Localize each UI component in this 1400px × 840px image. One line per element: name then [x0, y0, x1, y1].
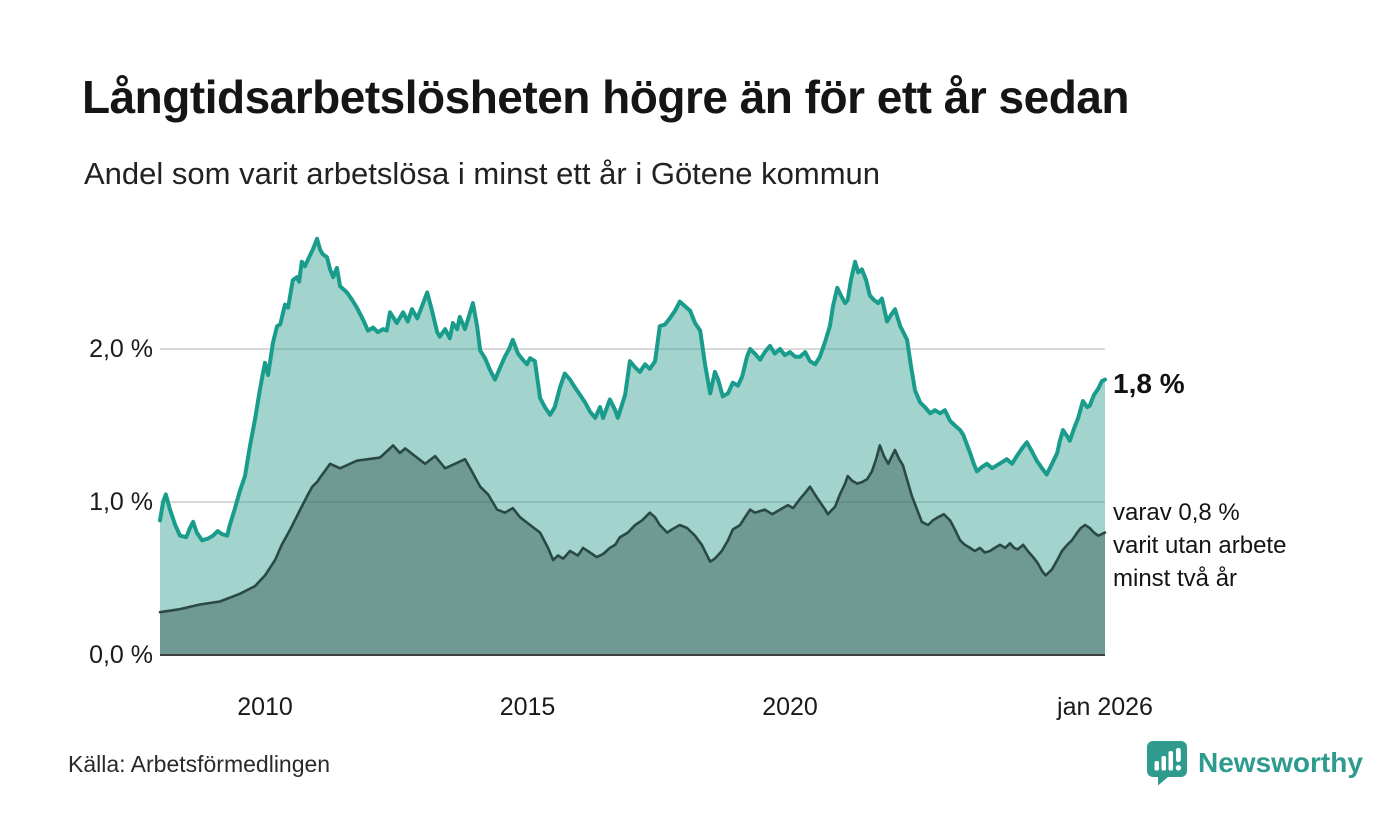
area-two-years	[160, 445, 1105, 655]
newsworthy-brand: Newsworthy	[1146, 740, 1363, 786]
line-two-years	[158, 444, 1107, 614]
latest-value-label: 1,8 %	[1113, 368, 1185, 399]
chart-title: Långtidsarbetslösheten högre än för ett …	[82, 71, 1129, 123]
y-axis-tick-label: 2,0 %	[89, 335, 153, 363]
secondary-value-annotation: varav 0,8 % varit utan arbete minst två …	[1113, 496, 1286, 595]
x-axis-tick-label: 2020	[762, 693, 818, 721]
newsworthy-logo-icon	[1147, 741, 1187, 786]
x-axis-tick-label: jan 2026	[1057, 693, 1153, 721]
x-axis-tick-label: 2015	[499, 693, 556, 721]
chart-subtitle: Andel som varit arbetslösa i minst ett å…	[84, 156, 880, 191]
y-axis-tick-label: 0,0 %	[89, 641, 153, 669]
line-one-year	[158, 236, 1107, 543]
source-attribution: Källa: Arbetsförmedlingen	[68, 751, 331, 777]
x-axis-tick-label: 2010	[237, 693, 293, 721]
annotation-line: minst två år	[1113, 565, 1238, 592]
annotation-line: varit utan arbete	[1113, 532, 1287, 559]
annotation-line: varav 0,8 %	[1113, 499, 1240, 526]
brand-name: Newsworthy	[1198, 747, 1363, 778]
y-axis-tick-label: 1,0 %	[89, 488, 153, 516]
